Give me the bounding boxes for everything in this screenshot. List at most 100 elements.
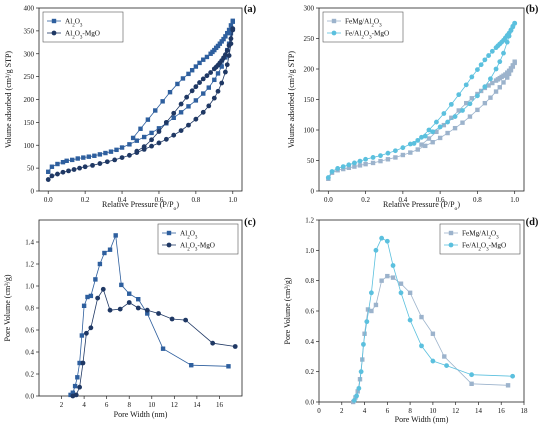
desorption-point	[141, 144, 147, 150]
desorption-point	[226, 27, 232, 33]
series-point	[469, 381, 474, 386]
y-tick-label: 0.4	[305, 338, 314, 346]
desorption-point	[208, 51, 213, 56]
desorption-point	[478, 62, 484, 68]
series-point	[70, 390, 76, 395]
adsorption-point	[97, 152, 103, 157]
series-point	[364, 319, 370, 325]
legend-entry-label: Al2O3-MgO	[180, 242, 215, 253]
series-point	[77, 360, 82, 366]
legend-entry-label: Fe/Al2O3-MgO	[345, 30, 389, 41]
series-point	[169, 316, 175, 322]
series-point	[68, 392, 73, 398]
desorption-point	[186, 71, 191, 77]
adsorption-point	[460, 120, 465, 125]
adsorption-point	[112, 157, 118, 163]
series-line	[70, 235, 229, 396]
adsorption-point	[493, 89, 499, 94]
adsorption-point	[329, 169, 335, 174]
series-point	[390, 275, 396, 280]
adsorption-point	[346, 165, 352, 171]
adsorption-point	[212, 77, 217, 83]
desorption-point	[221, 36, 226, 42]
adsorption-point	[127, 152, 132, 158]
legend-entry-label: Fe/Al2O3-MgO	[462, 242, 506, 253]
x-tick-label: 16	[216, 401, 224, 409]
adsorption-point	[482, 100, 488, 106]
legend-swatch-marker	[166, 242, 172, 248]
adsorption-point	[370, 155, 376, 160]
adsorption-point	[219, 64, 224, 69]
adsorption-point	[201, 91, 206, 96]
series-point	[135, 305, 141, 311]
series-point	[354, 393, 359, 399]
x-tick-label: 1.0	[510, 196, 519, 204]
desorption-point	[226, 43, 232, 48]
x-tick-label: 1.0	[228, 196, 237, 204]
y-tick-label: 100	[24, 142, 35, 150]
series-point	[362, 331, 367, 336]
adsorption-point	[215, 88, 221, 94]
desorption-point	[489, 48, 495, 54]
y-axis-label: Volume adsorbed (cm³/g STP)	[4, 51, 13, 148]
desorption-point	[149, 137, 154, 143]
adsorption-point	[119, 145, 125, 150]
series-point	[373, 302, 379, 308]
series-1	[350, 273, 511, 405]
x-tick-label: 0.6	[155, 196, 164, 204]
series-point	[100, 286, 106, 292]
adsorption-point	[103, 150, 108, 156]
adsorption-point	[200, 109, 206, 115]
adsorption-point	[86, 154, 92, 159]
desorption-point	[449, 115, 454, 120]
adsorption-point	[55, 171, 60, 177]
adsorption-point	[408, 150, 413, 155]
desorption-point	[223, 34, 228, 39]
series-point	[136, 297, 141, 302]
series-point	[77, 384, 82, 390]
adsorption-point	[488, 76, 493, 82]
adsorption-point	[46, 169, 51, 174]
x-tick-label: 0.2	[81, 196, 90, 204]
adsorption-point	[186, 122, 191, 128]
desorption-point	[486, 53, 491, 58]
desorption-point	[475, 67, 480, 73]
legend-swatch-marker	[448, 242, 454, 248]
adsorption-point	[378, 153, 383, 159]
adsorption-point	[219, 80, 225, 86]
desorption-point	[197, 80, 202, 85]
series-point	[81, 303, 87, 308]
desorption-point	[228, 23, 234, 28]
y-tick-label: 250	[304, 35, 315, 43]
series-1	[68, 233, 231, 398]
legend-box	[157, 223, 239, 255]
adsorption-point	[156, 126, 162, 131]
series-line	[352, 275, 509, 403]
adsorption-point	[45, 177, 51, 182]
adsorption-point	[104, 159, 110, 165]
x-tick-label: 6	[386, 407, 390, 415]
x-tick-label: 18	[521, 407, 529, 415]
legend-box	[42, 11, 124, 43]
adsorption-point	[335, 166, 341, 171]
adsorption-point	[385, 150, 391, 156]
x-tick-label: 0.8	[473, 196, 482, 204]
adsorption-point	[60, 169, 66, 175]
series-point	[365, 307, 371, 312]
series-point	[510, 373, 516, 379]
y-tick-label: 350	[24, 27, 35, 35]
adsorption-point	[352, 160, 357, 166]
series-point	[379, 235, 385, 241]
series-point	[226, 364, 231, 369]
y-tick-label: 50	[27, 165, 35, 173]
chart-panel-d: 0 2 4 6 8 10 12 14 16 18 0.0 0.2 0.4 0.6 0.8 1.0 1.2 Pore…	[283, 217, 539, 425]
y-tick-label: 200	[304, 66, 315, 74]
adsorption-point	[119, 155, 125, 161]
series-2	[351, 235, 516, 403]
adsorption-point	[497, 59, 503, 65]
adsorption-point	[363, 156, 368, 162]
series-point	[189, 363, 194, 368]
y-tick-label: 0.8	[25, 305, 34, 313]
